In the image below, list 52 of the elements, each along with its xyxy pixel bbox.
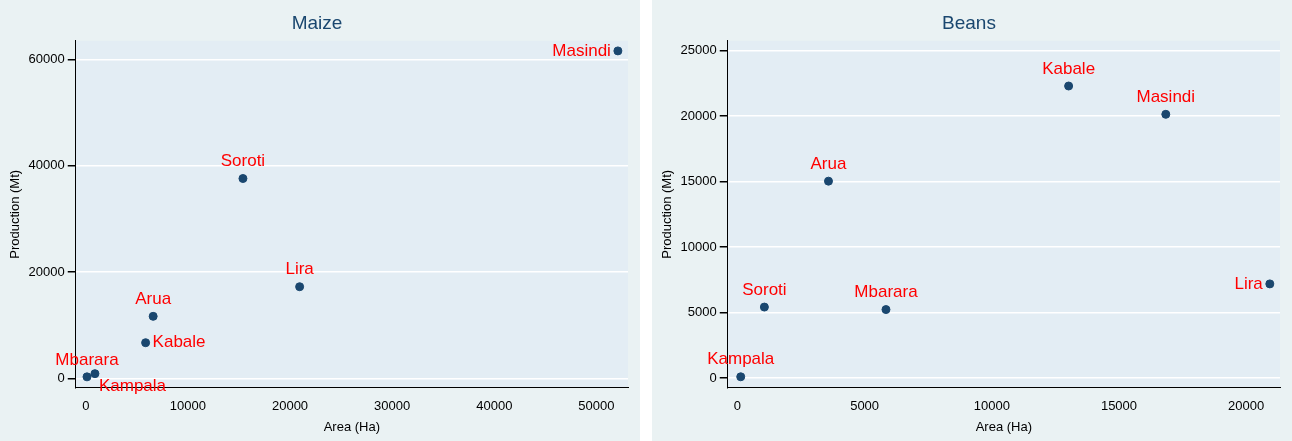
- annotation: Masindi: [1136, 87, 1196, 106]
- y-tick-label: 0: [709, 369, 717, 385]
- y-tick-label: 25000: [680, 42, 717, 58]
- x-tick-label: 10000: [169, 398, 206, 414]
- point: [141, 338, 151, 348]
- point: [823, 176, 833, 186]
- y-tick-label: 15000: [680, 173, 717, 189]
- y-tick-label: 0: [57, 370, 65, 386]
- y-tick-label: 60000: [28, 50, 65, 66]
- annotation: Kabale: [1042, 58, 1096, 78]
- annotation: Arua: [135, 289, 172, 309]
- x-tick-label: 0: [733, 398, 742, 414]
- annotation: Soroti: [220, 151, 266, 171]
- x-tick-label: 0: [82, 398, 90, 414]
- point: [736, 372, 746, 382]
- annotation: Masindi: [552, 40, 611, 60]
- x-tick-label: 30000: [374, 398, 411, 414]
- x-tick-label: 5000: [850, 398, 880, 414]
- x-tick-label: 20000: [271, 398, 309, 414]
- y-tick-label: 5000: [687, 304, 717, 320]
- x-tick-label: 40000: [476, 398, 513, 414]
- point: [1064, 81, 1074, 91]
- y-axis-title: Production (Mt): [7, 169, 23, 259]
- x-tick-label: 20000: [1228, 398, 1265, 414]
- point: [295, 282, 305, 292]
- point: [90, 369, 100, 379]
- annotation: Soroti: [742, 279, 787, 299]
- point: [613, 46, 623, 56]
- point: [1161, 109, 1171, 119]
- y-axis-title: Production (Mt): [659, 169, 675, 259]
- chart-title: Beans: [942, 11, 996, 33]
- x-tick-label: 10000: [973, 398, 1010, 414]
- point: [148, 311, 158, 321]
- y-tick-label: 20000: [680, 107, 717, 123]
- annotation: Kabale: [152, 332, 206, 352]
- point: [759, 302, 769, 312]
- point: [238, 174, 248, 184]
- point: [1265, 279, 1275, 289]
- y-tick-label: 40000: [28, 157, 65, 173]
- point: [82, 372, 92, 382]
- annotation: Arua: [810, 153, 847, 173]
- y-tick-label: 20000: [28, 263, 65, 279]
- annotation: Mbarara: [854, 282, 919, 302]
- x-tick-label: 50000: [578, 398, 615, 414]
- annotation: Lira: [285, 259, 315, 279]
- annotation: Lira: [1234, 273, 1264, 293]
- point: [881, 305, 891, 315]
- x-tick-label: 15000: [1100, 398, 1138, 414]
- x-axis-title: Area (Ha): [975, 418, 1033, 434]
- y-tick-label: 10000: [680, 238, 717, 254]
- chart-title: Maize: [291, 11, 343, 33]
- x-axis-title: Area (Ha): [323, 418, 381, 434]
